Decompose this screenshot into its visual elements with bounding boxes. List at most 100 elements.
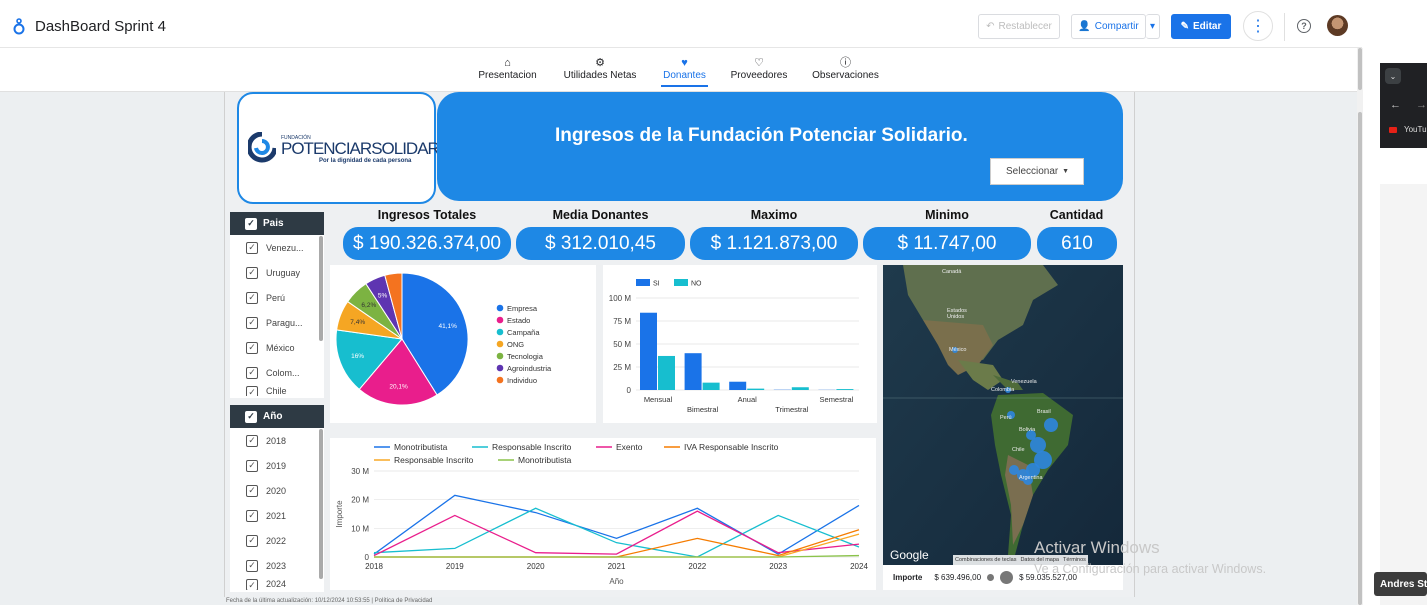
legend-label: Empresa — [507, 304, 538, 313]
x-tick-label: Mensual — [644, 395, 673, 404]
checkbox-icon[interactable]: ✓ — [245, 217, 257, 230]
user-avatar[interactable] — [1327, 15, 1348, 36]
pie-slice[interactable] — [358, 338, 438, 406]
pie-chart[interactable]: 41,1% 20,1% 16% 7,4% 6,2%5% Empresa Estado Camp… — [330, 265, 596, 423]
map-bubbles[interactable] — [952, 347, 1058, 485]
kpi-value: $ 1.121.873,00 — [690, 227, 858, 260]
pie-slice[interactable] — [335, 329, 403, 391]
editar-button[interactable]: ✎ Editar — [1171, 14, 1231, 39]
forward-arrow-icon[interactable]: → — [1416, 99, 1427, 111]
checkbox-icon[interactable]: ✓ — [246, 534, 258, 547]
checkbox-icon[interactable]: ✓ — [246, 266, 258, 279]
page-scrollbar-thumb-lower[interactable] — [1358, 112, 1362, 605]
legend-label: Monotributista — [518, 455, 572, 465]
youtube-bookmark[interactable]: YouTu — [1404, 125, 1427, 134]
series-line[interactable] — [374, 554, 860, 558]
logo-name: POTENCIARSOLIDARIO — [281, 140, 456, 157]
pais-filter-item[interactable]: ✓ Uruguay — [230, 260, 324, 285]
bar[interactable] — [747, 388, 765, 390]
checkbox-icon[interactable]: ✓ — [246, 579, 258, 590]
seleccionar-dropdown[interactable]: Seleccionar ▼ — [990, 158, 1084, 185]
pais-filter-item[interactable]: ✓ Paragu... — [230, 310, 324, 335]
chevron-down-icon[interactable]: ⌄ — [1385, 68, 1401, 84]
anio-filter-item[interactable]: ✓ 2018 — [230, 428, 324, 453]
bubble-map[interactable]: Canadá Estados Unidos México Venezuela C… — [883, 265, 1123, 565]
filter-scrollbar[interactable] — [319, 429, 323, 579]
filter-scrollbar[interactable] — [319, 236, 323, 341]
pais-filter-item[interactable]: ✓ Perú — [230, 285, 324, 310]
anio-filter-item[interactable]: ✓ 2020 — [230, 478, 324, 503]
bar[interactable] — [791, 387, 809, 390]
pie-chart-card: 41,1% 20,1% 16% 7,4% 6,2% 5% Empresa Estado Camp… — [330, 265, 596, 423]
looker-studio-logo-icon[interactable] — [12, 16, 26, 36]
series-line[interactable] — [374, 529, 860, 558]
checkbox-icon[interactable]: ✓ — [246, 509, 258, 522]
pie-slice[interactable] — [384, 272, 403, 340]
series-line[interactable] — [373, 507, 860, 558]
checkbox-icon[interactable]: ✓ — [246, 386, 258, 396]
series-line[interactable] — [373, 510, 860, 557]
series-line[interactable] — [373, 494, 860, 555]
anio-filter-header[interactable]: ✓ Año — [230, 405, 324, 428]
pais-filter-item[interactable]: ✓ Chile — [230, 385, 324, 396]
bar-chart[interactable]: 0 25 M 50 M 75 M 100 M Mensual Bimestral Anual T… — [603, 265, 877, 423]
back-arrow-icon[interactable]: ← — [1390, 99, 1401, 111]
anio-filter-item[interactable]: ✓ 2024 — [230, 578, 324, 590]
bar[interactable] — [684, 353, 702, 390]
checkbox-icon[interactable]: ✓ — [245, 410, 257, 423]
checkbox-icon[interactable]: ✓ — [246, 434, 258, 447]
compartir-button[interactable]: 👤 Compartir — [1071, 14, 1146, 39]
filter-item-label: 2020 — [266, 485, 287, 496]
pais-filter-header[interactable]: ✓ Pais — [230, 212, 324, 235]
side-window-strip — [1380, 148, 1427, 184]
anio-filter-item[interactable]: ✓ 2021 — [230, 503, 324, 528]
heart-outline-icon: ♡ — [754, 57, 764, 69]
page-scrollbar-thumb[interactable] — [1358, 48, 1362, 90]
bar[interactable] — [640, 312, 657, 390]
report-title[interactable]: DashBoard Sprint 4 — [35, 18, 166, 35]
checkbox-icon[interactable]: ✓ — [246, 291, 258, 304]
map-attribution: Combinaciones de teclas Datos del mapa T… — [953, 555, 1088, 565]
checkbox-icon[interactable]: ✓ — [246, 341, 258, 354]
user-chip[interactable]: Andres Ste — [1374, 572, 1427, 596]
bar[interactable] — [658, 355, 675, 390]
tab-presentacion[interactable]: ⌂ Presentacion — [476, 56, 539, 81]
checkbox-icon[interactable]: ✓ — [246, 241, 258, 254]
checkbox-icon[interactable]: ✓ — [246, 559, 258, 572]
pais-filter-item[interactable]: ✓ Venezu... — [230, 235, 324, 260]
tab-proveedores[interactable]: ♡ Proveedores — [729, 56, 789, 81]
help-icon[interactable]: ? — [1297, 19, 1311, 33]
bar[interactable] — [836, 389, 854, 390]
map-label: Chile — [1012, 447, 1025, 453]
bar[interactable] — [729, 381, 747, 390]
tab-utilidades-netas[interactable]: ⚙ Utilidades Netas — [560, 56, 640, 81]
filter-item-label: 2018 — [266, 435, 287, 446]
anio-filter-item[interactable]: ✓ 2019 — [230, 453, 324, 478]
attribution-link[interactable]: Términos — [1062, 557, 1086, 563]
filter-item-label: Uruguay — [266, 267, 301, 278]
checkbox-icon[interactable]: ✓ — [246, 366, 258, 379]
pais-filter-item[interactable]: ✓ Colom... — [230, 360, 324, 385]
kpi-value: 610 — [1037, 227, 1117, 260]
restablecer-button[interactable]: ↶ Restablecer — [978, 14, 1060, 39]
checkbox-icon[interactable]: ✓ — [246, 316, 258, 329]
bar[interactable] — [702, 382, 720, 390]
compartir-dropdown-button[interactable]: ▾ — [1146, 14, 1160, 39]
pais-filter-item[interactable]: ✓ México — [230, 335, 324, 360]
more-options-icon[interactable]: ⋮ — [1243, 11, 1273, 41]
map-legend-label: Importe — [893, 573, 923, 582]
anio-filter-item[interactable]: ✓ 2022 — [230, 528, 324, 553]
caret-down-icon: ▼ — [1062, 168, 1069, 175]
anio-filter-item[interactable]: ✓ 2023 — [230, 553, 324, 578]
tab-observaciones[interactable]: ⓘ Observaciones — [810, 56, 881, 81]
line-chart[interactable]: 0 10 M 20 M 30 M 2018 2019 2020 2021 2022 2023 202… — [330, 438, 876, 590]
map-legend: Importe $ 639.496,00 $ 59.035.527,00 — [883, 565, 1123, 590]
checkbox-icon[interactable]: ✓ — [246, 459, 258, 472]
attribution-link[interactable]: Combinaciones de teclas — [955, 557, 1017, 563]
checkbox-icon[interactable]: ✓ — [246, 484, 258, 497]
map-label: Perú — [1000, 415, 1012, 421]
tab-donantes[interactable]: ♥ Donantes — [661, 56, 708, 87]
map-graphic — [883, 265, 1123, 565]
x-tick-label: Bimestral — [687, 405, 719, 414]
attribution-link[interactable]: Datos del mapa — [1020, 557, 1059, 563]
